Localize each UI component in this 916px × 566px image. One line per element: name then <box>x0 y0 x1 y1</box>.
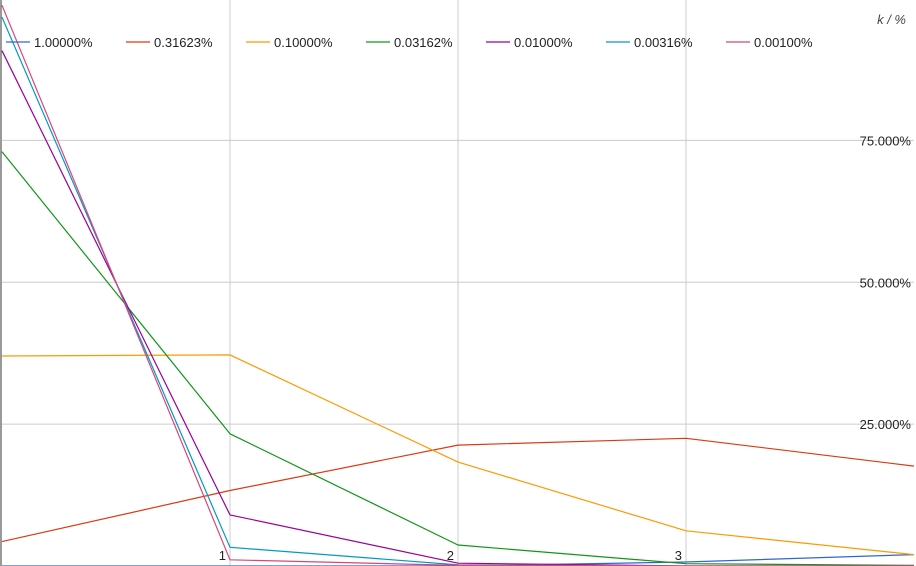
series-line-1 <box>1 437 915 543</box>
legend-label: 0.00100% <box>754 35 813 50</box>
legend-label: 1.00000% <box>34 35 93 50</box>
legend-item: 0.00316% <box>606 35 693 50</box>
legend-label: 0.10000% <box>274 35 333 50</box>
series-line-4 <box>1 50 914 566</box>
legend-label: 0.00316% <box>634 35 693 50</box>
x-tick-label: 1 <box>219 548 226 563</box>
series-line-3 <box>1 151 915 566</box>
legend-label: 0.31623% <box>154 35 213 50</box>
series-layer <box>1 5 915 566</box>
y-tick-label: 75.000% <box>860 133 912 148</box>
series-line-2 <box>1 354 915 556</box>
legend-item: 0.31623% <box>126 35 213 50</box>
series-line-0 <box>2 554 915 566</box>
legend-label: 0.01000% <box>514 35 573 50</box>
legend-item: 0.01000% <box>486 35 573 50</box>
legend: 1.00000% 0.31623% 0.10000% 0.03162% 0.01000%… <box>6 35 813 50</box>
x-tick-label: 3 <box>675 548 682 563</box>
series-line-6 <box>1 5 914 566</box>
legend-item: 0.00100% <box>726 35 813 50</box>
legend-item: 1.00000% <box>6 35 93 50</box>
legend-item: 0.03162% <box>366 35 453 50</box>
legend-label: 0.03162% <box>394 35 453 50</box>
y-tick-label: 25.000% <box>860 417 912 432</box>
y-tick-label: 50.000% <box>860 275 912 290</box>
legend-item: 0.10000% <box>246 35 333 50</box>
y-axis-label: k / % <box>877 12 906 27</box>
x-tick-label: 2 <box>447 548 454 563</box>
